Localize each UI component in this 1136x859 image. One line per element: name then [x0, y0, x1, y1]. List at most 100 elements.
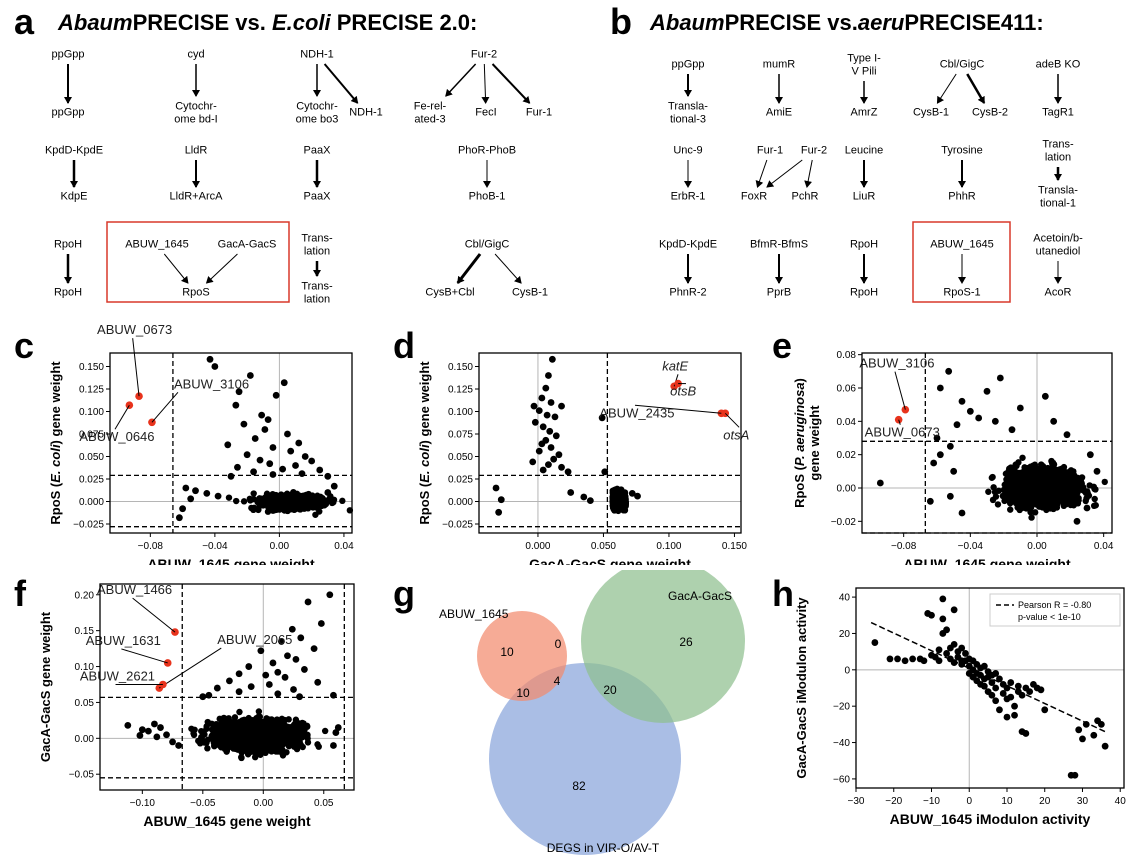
network-b-node: RpoS-1	[943, 286, 981, 299]
network-b-node: AmrZ	[850, 106, 878, 119]
network-b-node: PhhR	[948, 190, 976, 203]
network-b-node: CysB-1	[912, 106, 950, 119]
y-tick-label: 0.100	[79, 407, 104, 418]
data-point	[250, 490, 257, 497]
data-point	[182, 484, 190, 492]
data-point	[232, 401, 240, 409]
network-diagrams	[64, 63, 1062, 303]
x-tick-label: 0.050	[591, 541, 616, 552]
data-point	[276, 502, 283, 509]
network-a-node: Fur-1	[525, 106, 553, 119]
data-point	[261, 426, 269, 433]
network-a-node: KdpE	[60, 190, 88, 203]
highlight-label: otsA	[723, 427, 749, 442]
y-tick-label: 0.025	[448, 475, 473, 486]
data-point	[1031, 509, 1039, 516]
network-a-node: ppGpp	[51, 106, 85, 119]
data-point	[330, 496, 338, 504]
network-a-node: Cytochr- ome bo3	[295, 100, 339, 125]
label-leader	[894, 371, 906, 410]
data-point	[558, 402, 565, 410]
data-point	[1070, 502, 1077, 509]
network-b-node: ppGpp	[671, 58, 705, 71]
network-a-node: PaaX	[303, 190, 331, 203]
data-point	[985, 488, 992, 495]
network-b-node: KpdD-KpdE	[658, 238, 718, 251]
data-point	[243, 451, 251, 459]
data-point	[309, 493, 317, 500]
data-point	[1016, 404, 1024, 412]
data-point	[535, 407, 543, 414]
panel-letter-f: f	[14, 573, 26, 614]
data-point	[224, 441, 232, 449]
network-b-node: Transla- tional-1	[1038, 184, 1078, 209]
data-point	[227, 472, 235, 480]
data-point	[263, 490, 271, 497]
data-point	[225, 494, 233, 501]
data-point	[292, 462, 299, 469]
y-tick-label: −0.025	[73, 520, 104, 531]
network-a-node: RpoH	[53, 286, 83, 299]
data-point	[1063, 431, 1071, 439]
data-point	[1027, 505, 1034, 512]
data-point	[996, 374, 1004, 382]
data-point	[1093, 467, 1101, 475]
x-tick-label: 0.04	[1094, 541, 1114, 552]
network-b-node: Fur-1	[756, 144, 784, 157]
data-point	[256, 502, 263, 509]
network-a-node: NDH-1	[300, 48, 334, 61]
data-point	[622, 501, 629, 509]
network-b-node: mumR	[762, 58, 796, 71]
x-tick-label: 0.000	[525, 541, 550, 552]
network-b-node: PchR	[791, 190, 819, 203]
data-point	[550, 455, 558, 463]
data-point	[1078, 474, 1085, 481]
data-point	[988, 474, 996, 481]
title-b-part-2: PRECISE vs.	[724, 10, 858, 35]
data-point	[265, 504, 273, 511]
data-point	[1050, 417, 1058, 425]
data-point	[265, 496, 272, 504]
network-b-node: Unc-9	[673, 144, 703, 157]
data-point	[529, 458, 537, 466]
y-tick-label: 0.06	[837, 384, 857, 395]
data-point	[1003, 481, 1010, 489]
data-point	[1047, 477, 1054, 484]
network-a-node: Trans- lation	[301, 280, 333, 305]
network-b-node: Acetoin/b- utanediol	[1033, 232, 1083, 257]
network-a-node: LldR	[184, 144, 208, 157]
y-axis-label: RpoS (E. coli) gene weight	[48, 361, 63, 525]
network-b-node: PprB	[766, 286, 792, 299]
data-point	[1034, 467, 1042, 474]
network-b-node: FoxR	[740, 190, 768, 203]
data-point	[936, 384, 944, 392]
edge-arrow	[491, 63, 531, 104]
data-point	[301, 453, 309, 460]
data-point	[206, 355, 214, 363]
data-point	[535, 447, 543, 455]
data-point	[281, 504, 288, 511]
data-point	[1075, 486, 1083, 493]
network-b-node: Type I- V Pili	[847, 52, 881, 77]
data-point	[258, 495, 265, 502]
data-point	[953, 421, 961, 429]
data-point	[991, 417, 999, 425]
title-b-part-1: Abaum	[650, 10, 725, 35]
data-point	[1069, 496, 1076, 503]
title-a-part-2: PRECISE vs.	[132, 10, 272, 35]
x-axis-label: ABUW_1645 gene weight	[903, 556, 1071, 565]
network-b-node: RpoH	[849, 286, 879, 299]
y-axis-label: RpoS (E. coli) gene weight	[417, 361, 432, 525]
data-point	[548, 355, 556, 363]
data-point	[614, 504, 622, 512]
label-leader	[898, 419, 901, 425]
data-point	[555, 451, 563, 459]
data-point	[1025, 473, 1032, 481]
highlight-label: ABUW_3106	[859, 356, 934, 371]
data-point	[538, 440, 546, 448]
data-point	[231, 714, 239, 721]
network-a-node: RpoS	[182, 286, 210, 299]
network-b-node: Leucine	[844, 144, 884, 157]
data-point	[235, 388, 243, 396]
